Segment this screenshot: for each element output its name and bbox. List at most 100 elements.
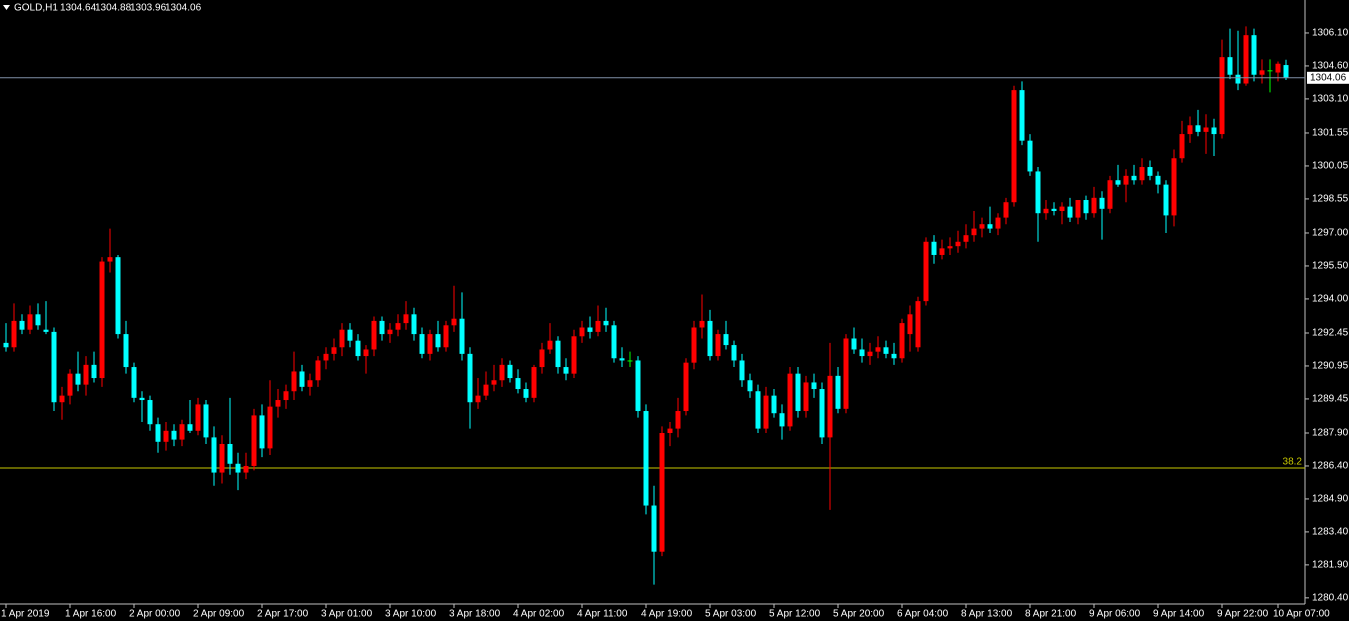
candle-body [611, 325, 617, 359]
candle-body [995, 217, 1001, 229]
y-tick-label: 1290.95 [1312, 361, 1349, 372]
candle-body [75, 373, 81, 385]
candle-body [379, 320, 385, 335]
candle-body [1043, 208, 1049, 214]
candle-body [1179, 134, 1185, 159]
candle-body [363, 349, 369, 357]
candle-body [1115, 180, 1121, 185]
candle-body [1171, 158, 1177, 216]
candle-body [1019, 90, 1025, 141]
candle-body [683, 362, 689, 412]
candle-body [795, 373, 801, 412]
header-low: 1303.96 [130, 3, 167, 14]
menu-triangle[interactable] [3, 5, 10, 10]
candle-body [1235, 74, 1241, 84]
candle-body [147, 400, 153, 425]
candle-body [227, 443, 233, 464]
candle-body [651, 505, 657, 552]
candle-body [115, 257, 121, 335]
fib-label: 38.2 [1283, 457, 1303, 468]
candle-body [387, 329, 393, 335]
candle-body [563, 367, 569, 374]
candle-body [627, 360, 633, 362]
candle-body [1051, 208, 1057, 212]
candle-body [171, 430, 177, 440]
candle-body [851, 338, 857, 350]
candle-body [899, 323, 905, 359]
candle-body [443, 325, 449, 348]
candle-body [707, 320, 713, 357]
candle-body [971, 228, 977, 236]
candle-body [667, 428, 673, 433]
candle-body [1219, 57, 1225, 135]
candle-body [323, 353, 329, 361]
header-close: 1304.06 [165, 3, 202, 14]
candle-body [1155, 175, 1161, 185]
candle-body [587, 327, 593, 332]
candle-body [1035, 171, 1041, 214]
candle-body [1027, 140, 1033, 172]
x-tick-label: 3 Apr 18:00 [449, 609, 501, 620]
candle-body [219, 443, 225, 473]
x-tick-label: 9 Apr 14:00 [1153, 609, 1205, 620]
x-tick-label: 8 Apr 21:00 [1025, 609, 1077, 620]
candle-body [579, 327, 585, 337]
candle-body [339, 329, 345, 348]
candle-body [931, 241, 937, 255]
candle-body [1163, 184, 1169, 216]
candle-body [123, 334, 129, 368]
candle-body [235, 463, 241, 473]
candle-body [203, 404, 209, 438]
candle-body [43, 329, 49, 332]
y-tick-label: 1292.45 [1312, 328, 1349, 339]
y-tick-label: 1300.05 [1312, 161, 1349, 172]
candle-body [635, 360, 641, 412]
candle-body [1107, 180, 1113, 209]
candle-body [259, 415, 265, 449]
candle-body [459, 318, 465, 354]
candle-body [1243, 35, 1249, 84]
candle-body [963, 235, 969, 242]
header-high: 1304.88 [95, 3, 132, 14]
candle-body [1075, 200, 1081, 218]
candle-body [1147, 167, 1153, 176]
candle-body [915, 301, 921, 348]
price-label-box [1307, 71, 1349, 84]
x-tick-label: 3 Apr 10:00 [385, 609, 437, 620]
candle-body [843, 338, 849, 409]
candle-body [99, 261, 105, 379]
candle-body [19, 320, 25, 330]
candle-body [371, 320, 377, 350]
candle-body [1259, 70, 1265, 75]
candle-body [619, 358, 625, 361]
candle-body [27, 314, 33, 330]
candle-body [195, 404, 201, 431]
candle-body [723, 334, 729, 346]
candle-body [51, 331, 57, 403]
candle-body [923, 241, 929, 302]
price-label: 1304.06 [1310, 72, 1347, 83]
candle-body [835, 375, 841, 409]
candle-body [163, 430, 169, 442]
candle-body [539, 349, 545, 368]
candle-body [523, 389, 529, 398]
y-tick-label: 1284.90 [1312, 494, 1349, 505]
candle-body [859, 349, 865, 357]
candle-body [771, 395, 777, 414]
y-tick-label: 1304.60 [1312, 61, 1349, 72]
candle-body [891, 353, 897, 359]
candle-body [1011, 90, 1017, 203]
candle-body [987, 224, 993, 229]
candle-body [947, 246, 953, 249]
candle-body [91, 364, 97, 379]
candle-body [411, 314, 417, 335]
y-tick-label: 1286.40 [1312, 461, 1349, 472]
candle-body [243, 465, 249, 473]
candle-body [547, 340, 553, 350]
candle-body [395, 323, 401, 330]
candle-body [283, 391, 289, 401]
candle-body [883, 347, 889, 354]
candle-body [643, 411, 649, 506]
candle-body [1131, 175, 1137, 181]
